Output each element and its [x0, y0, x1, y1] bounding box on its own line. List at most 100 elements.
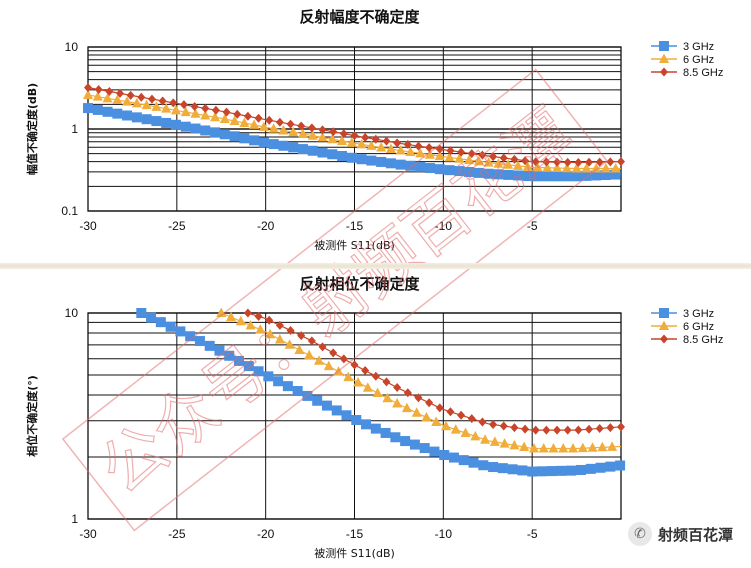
data-point	[204, 340, 215, 351]
data-point	[275, 320, 284, 330]
data-point	[528, 442, 539, 453]
data-point	[249, 119, 260, 129]
data-point	[268, 123, 279, 133]
data-point	[425, 398, 434, 408]
data-point	[273, 376, 284, 387]
data-point	[522, 161, 533, 171]
data-point	[576, 464, 587, 475]
data-point	[382, 136, 391, 146]
data-point	[137, 92, 146, 102]
data-point	[464, 166, 475, 177]
data-point	[499, 153, 508, 163]
chart-title: 反射相位不确定度	[299, 275, 420, 293]
data-point	[595, 462, 606, 473]
x-tick-label: -25	[168, 219, 186, 233]
data-point	[313, 355, 324, 365]
data-point	[112, 108, 123, 119]
series-3ghz	[136, 308, 626, 477]
data-point	[429, 446, 440, 457]
data-point	[615, 460, 626, 471]
legend-label: 6 GHz	[683, 321, 714, 333]
data-point	[307, 123, 316, 133]
data-point	[390, 432, 401, 443]
data-point	[161, 103, 172, 113]
data-point	[323, 360, 334, 371]
data-point	[531, 157, 540, 167]
data-point	[255, 324, 266, 334]
data-point	[553, 157, 562, 167]
data-point	[454, 153, 465, 163]
data-point	[317, 147, 328, 158]
data-point	[346, 137, 357, 147]
data-point	[499, 421, 508, 431]
data-point	[591, 170, 602, 181]
data-point	[405, 146, 416, 156]
data-point	[254, 311, 263, 321]
data-point	[497, 463, 508, 474]
series-85ghz	[84, 83, 625, 167]
data-point	[122, 96, 133, 106]
data-point	[243, 361, 254, 372]
x-tick-label: -20	[257, 219, 275, 233]
data-point	[141, 99, 152, 110]
data-point	[329, 348, 338, 358]
data-point	[343, 371, 354, 382]
data-point	[385, 158, 396, 169]
data-point	[531, 425, 540, 435]
panel-divider	[0, 263, 751, 269]
data-point	[527, 466, 538, 477]
data-point	[337, 151, 348, 162]
chart-panel: 反射幅度不确定度 -30 -25 -20 -15 -10 -5 10 1 0.1 被测件 S11(d…	[25, 8, 723, 252]
data-point	[278, 124, 289, 135]
data-point	[136, 308, 147, 318]
data-point	[304, 349, 315, 360]
data-point	[489, 152, 498, 162]
data-point	[341, 410, 352, 421]
data-point	[126, 90, 135, 100]
data-point	[577, 442, 588, 453]
data-point	[361, 132, 370, 142]
data-point	[307, 336, 316, 346]
data-point	[401, 402, 412, 413]
data-point	[219, 113, 230, 124]
data-point	[395, 145, 406, 155]
data-point	[254, 113, 263, 123]
data-point	[371, 371, 380, 381]
data-point	[434, 164, 445, 175]
x-tick-label: -30	[79, 527, 97, 541]
data-point	[470, 430, 481, 441]
data-point	[169, 98, 178, 108]
data-point	[605, 461, 616, 472]
data-point	[431, 416, 442, 426]
data-point	[350, 131, 359, 141]
data-point	[425, 163, 436, 174]
data-point	[561, 171, 572, 182]
data-point	[546, 466, 557, 477]
data-point	[158, 96, 167, 106]
legend-marker	[659, 308, 669, 318]
data-point	[288, 126, 299, 137]
data-point	[331, 405, 342, 416]
data-point	[102, 106, 113, 117]
y-tick-label: 10	[65, 40, 79, 54]
data-point	[457, 410, 466, 420]
data-point	[165, 321, 176, 332]
data-point	[346, 152, 357, 163]
data-point	[574, 425, 583, 435]
data-point	[245, 319, 256, 330]
data-point	[337, 135, 348, 146]
data-point	[94, 85, 103, 95]
data-point	[499, 438, 510, 448]
data-point	[467, 149, 476, 159]
data-point	[444, 165, 455, 176]
legend-marker	[660, 334, 668, 344]
data-point	[361, 419, 372, 430]
data-point	[419, 443, 430, 454]
data-point	[566, 465, 577, 476]
data-point	[362, 382, 373, 392]
data-point	[292, 386, 303, 397]
data-point	[318, 342, 327, 352]
data-point	[161, 117, 172, 128]
x-tick-label: -5	[527, 219, 538, 233]
data-point	[229, 115, 240, 125]
